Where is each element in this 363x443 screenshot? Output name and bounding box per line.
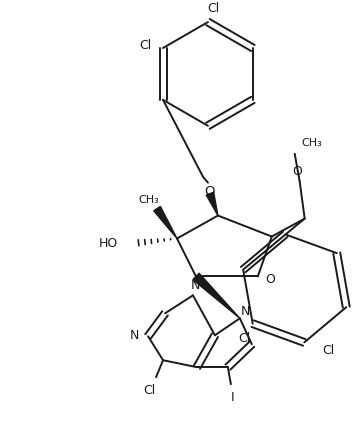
Text: CH₃: CH₃	[139, 194, 159, 205]
Polygon shape	[154, 206, 177, 238]
Text: O: O	[205, 185, 215, 198]
Text: O: O	[292, 165, 302, 178]
Text: Cl: Cl	[207, 2, 219, 15]
Text: O: O	[265, 273, 275, 286]
Text: Cl: Cl	[238, 332, 251, 345]
Text: Cl: Cl	[139, 39, 151, 53]
Text: CH₃: CH₃	[302, 138, 322, 148]
Polygon shape	[206, 192, 218, 216]
Polygon shape	[193, 273, 240, 319]
Text: HO: HO	[99, 237, 118, 250]
Text: N: N	[241, 305, 250, 318]
Text: Cl: Cl	[143, 384, 155, 396]
Text: I: I	[231, 391, 235, 404]
Text: Cl: Cl	[322, 344, 334, 357]
Text: N: N	[130, 329, 139, 342]
Text: N: N	[190, 279, 200, 292]
